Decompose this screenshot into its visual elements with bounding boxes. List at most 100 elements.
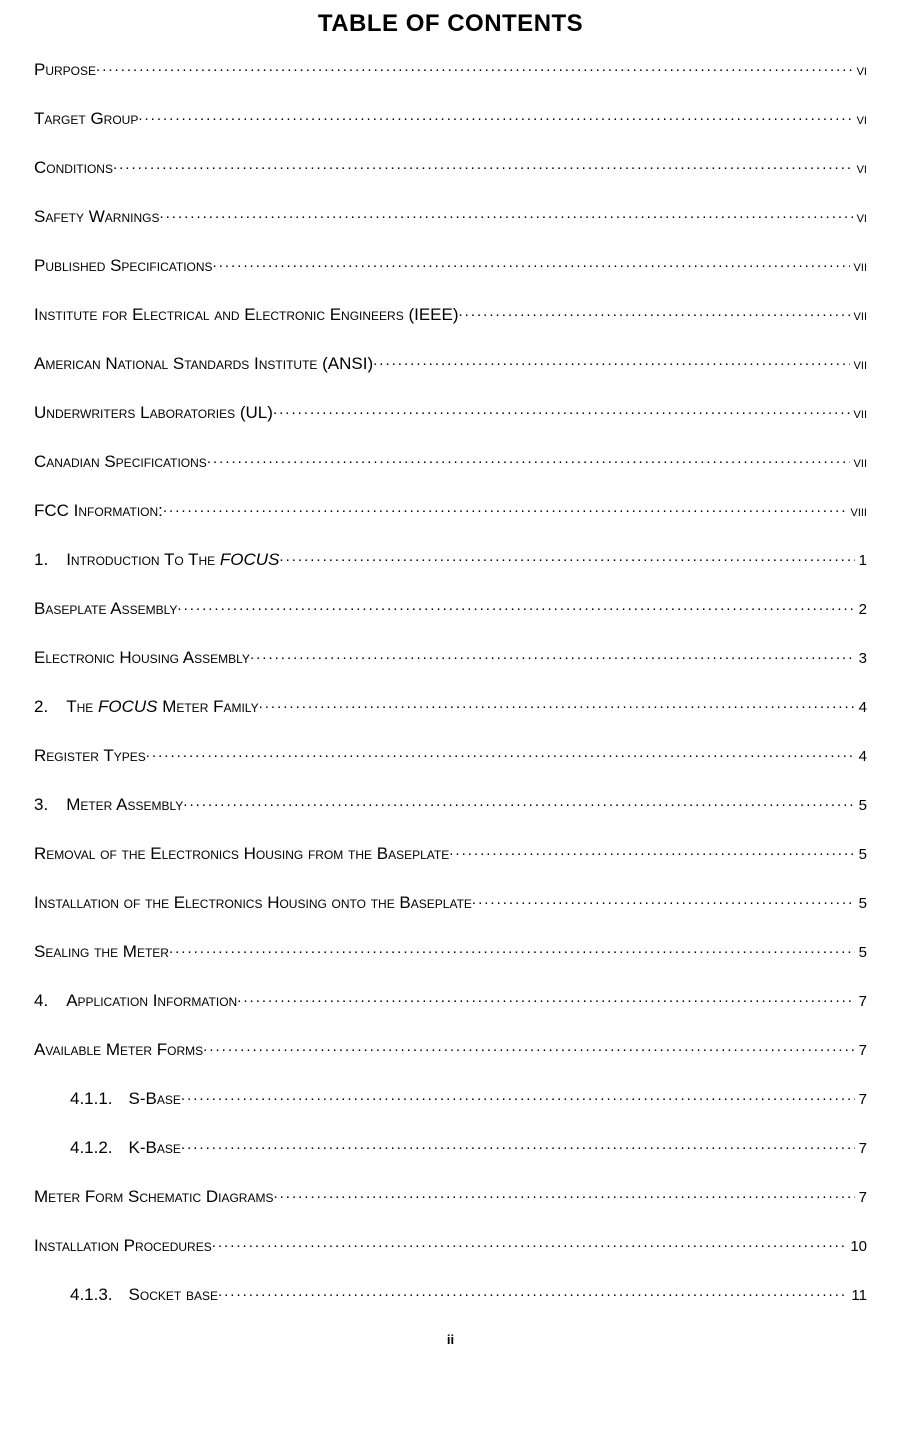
toc-entry-label: Sealing the Meter xyxy=(34,942,169,962)
toc-entry-label: Target Group xyxy=(34,109,138,129)
toc-entry-label: Conditions xyxy=(34,158,113,178)
toc-entry-label: Safety Warnings xyxy=(34,207,159,227)
toc-entry: Canadian Specifications vii xyxy=(34,450,867,472)
table-of-contents: Purpose viTarget Group viConditions viSa… xyxy=(34,58,867,1305)
toc-entry-label: S-Base xyxy=(129,1089,181,1109)
toc-entry-label-text: Meter Assembly xyxy=(66,795,183,814)
toc-leader-dots xyxy=(159,205,852,222)
toc-entry-label-text: Published Specifications xyxy=(34,256,213,275)
toc-entry: Institute for Electrical and Electronic … xyxy=(34,303,867,325)
toc-entry-label-text: Meter Family xyxy=(157,697,258,716)
toc-entry-page: vi xyxy=(853,111,867,128)
toc-entry-label-text: Sealing the Meter xyxy=(34,942,169,961)
toc-entry-page: 11 xyxy=(847,1287,867,1304)
toc-entry: Electronic Housing Assembly 3 xyxy=(34,646,867,668)
toc-entry-page: 5 xyxy=(855,944,867,961)
toc-entry-label: Installation of the Electronics Housing … xyxy=(34,893,472,913)
toc-entry: Register Types 4 xyxy=(34,744,867,766)
toc-entry-label: Underwriters Laboratories (UL) xyxy=(34,403,273,423)
toc-entry-number: 3. xyxy=(34,795,66,815)
toc-entry-label: Application Information xyxy=(66,991,237,1011)
toc-entry-label-text: Removal of the Electronics Housing from … xyxy=(34,844,449,863)
toc-leader-dots xyxy=(181,1136,855,1153)
toc-entry-page: 5 xyxy=(855,895,867,912)
toc-entry-number: 4. xyxy=(34,991,66,1011)
toc-entry-page: 4 xyxy=(855,699,867,716)
toc-entry-page: 7 xyxy=(855,993,867,1010)
toc-leader-dots xyxy=(273,401,850,418)
toc-entry: Published Specifications vii xyxy=(34,254,867,276)
toc-entry-label-italic: FOCUS xyxy=(220,550,280,569)
toc-entry-number: 4.1.3. xyxy=(34,1285,129,1305)
toc-entry-page: 7 xyxy=(855,1091,867,1108)
toc-entry: Baseplate Assembly 2 xyxy=(34,597,867,619)
toc-entry-number: 2. xyxy=(34,697,66,717)
toc-entry-label-text: Register Types xyxy=(34,746,146,765)
toc-entry: Sealing the Meter 5 xyxy=(34,940,867,962)
toc-entry-label: Purpose xyxy=(34,60,96,80)
toc-entry-page: vii xyxy=(850,405,867,422)
toc-leader-dots xyxy=(213,254,850,271)
toc-entry-label: Baseplate Assembly xyxy=(34,599,177,619)
toc-leader-dots xyxy=(146,744,855,761)
toc-entry-label: Canadian Specifications xyxy=(34,452,207,472)
toc-entry-label: Socket base xyxy=(129,1285,218,1305)
toc-entry-label-text: Introduction To The xyxy=(66,550,220,569)
toc-entry: American National Standards Institute (A… xyxy=(34,352,867,374)
toc-entry-label-text: Conditions xyxy=(34,158,113,177)
toc-entry-label-italic: FOCUS xyxy=(98,697,158,716)
toc-entry: Conditions vi xyxy=(34,156,867,178)
toc-leader-dots xyxy=(459,303,850,320)
toc-entry-label-text: Electronic Housing Assembly xyxy=(34,648,250,667)
toc-entry-number: 4.1.1. xyxy=(34,1089,129,1109)
toc-entry-label-text: K-Base xyxy=(129,1138,181,1157)
toc-entry-label-text: Target Group xyxy=(34,109,138,128)
toc-entry-number: 4.1.2. xyxy=(34,1138,129,1158)
toc-entry-label-text: Safety Warnings xyxy=(34,207,159,226)
toc-entry-label: Removal of the Electronics Housing from … xyxy=(34,844,449,864)
toc-leader-dots xyxy=(218,1283,847,1300)
toc-entry-label: Introduction To The FOCUS xyxy=(66,550,279,570)
toc-entry: Underwriters Laboratories (UL) vii xyxy=(34,401,867,423)
toc-entry-page: 10 xyxy=(846,1238,867,1255)
toc-entry-page: 1 xyxy=(855,552,867,569)
toc-entry-label-text: Socket base xyxy=(129,1285,218,1304)
toc-entry: 4.1.1.S-Base 7 xyxy=(34,1087,867,1109)
toc-entry-label: Published Specifications xyxy=(34,256,213,276)
toc-entry-label-text: Installation Procedures xyxy=(34,1236,212,1255)
toc-entry-page: 7 xyxy=(855,1042,867,1059)
toc-entry-page: vii xyxy=(850,307,867,324)
toc-leader-dots xyxy=(250,646,855,663)
toc-entry-label: Meter Assembly xyxy=(66,795,183,815)
toc-entry-page: 2 xyxy=(855,601,867,618)
toc-entry-label: Available Meter Forms xyxy=(34,1040,203,1060)
toc-leader-dots xyxy=(203,1038,855,1055)
toc-entry-label-text: Underwriters Laboratories (UL) xyxy=(34,403,273,422)
toc-entry-page: vi xyxy=(853,62,867,79)
toc-entry-label: K-Base xyxy=(129,1138,181,1158)
toc-entry: Removal of the Electronics Housing from … xyxy=(34,842,867,864)
toc-entry-page: vi xyxy=(853,160,867,177)
toc-entry: Target Group vi xyxy=(34,107,867,129)
toc-entry: 2.The FOCUS Meter Family 4 xyxy=(34,695,867,717)
toc-entry: 4.1.3.Socket base 11 xyxy=(34,1283,867,1305)
toc-entry-label: Installation Procedures xyxy=(34,1236,212,1256)
toc-entry-label: American National Standards Institute (A… xyxy=(34,354,373,374)
toc-entry: FCC Information: viii xyxy=(34,499,867,521)
toc-leader-dots xyxy=(373,352,849,369)
toc-leader-dots xyxy=(273,1185,854,1202)
toc-entry-label-text: S-Base xyxy=(129,1089,181,1108)
toc-entry-label-text: Baseplate Assembly xyxy=(34,599,177,618)
toc-entry-page: vii xyxy=(850,356,867,373)
toc-leader-dots xyxy=(472,891,855,908)
toc-entry-label-text: FCC Information: xyxy=(34,501,163,520)
toc-entry-page: viii xyxy=(846,503,867,520)
toc-leader-dots xyxy=(96,58,853,75)
toc-leader-dots xyxy=(163,499,847,516)
toc-entry-number: 1. xyxy=(34,550,66,570)
toc-entry-page: 5 xyxy=(855,846,867,863)
toc-entry-page: vii xyxy=(850,454,867,471)
toc-entry: Purpose vi xyxy=(34,58,867,80)
toc-entry-page: 7 xyxy=(855,1189,867,1206)
toc-entry-label: The FOCUS Meter Family xyxy=(66,697,258,717)
